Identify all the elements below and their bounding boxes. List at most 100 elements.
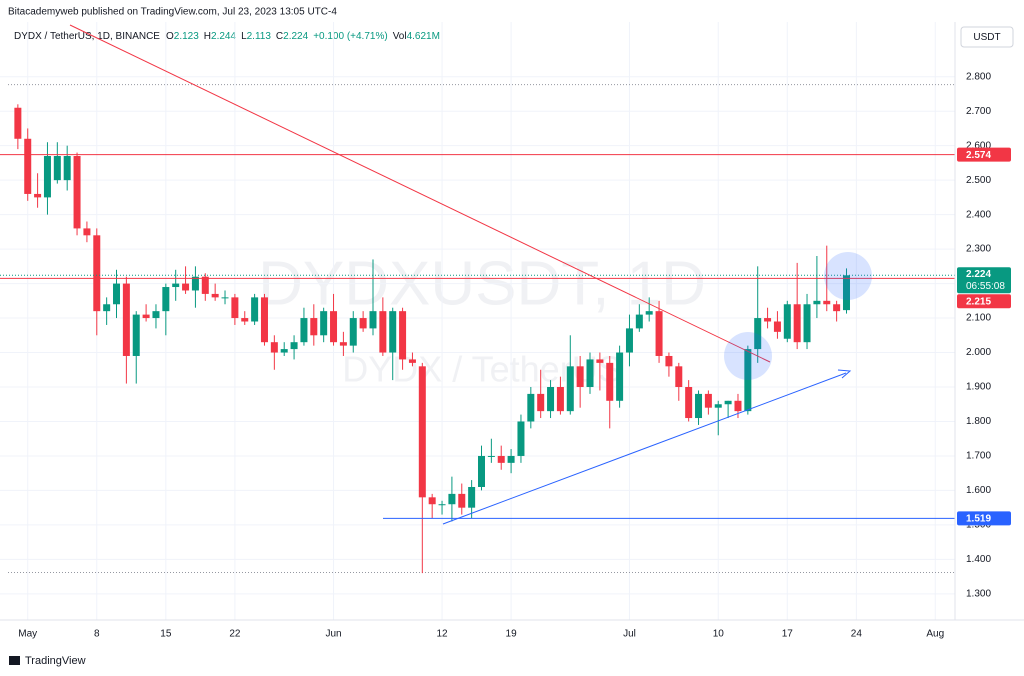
y-tick-label: 1.300	[966, 589, 991, 600]
change: +0.100 (+4.71%)	[313, 31, 388, 42]
candle-body	[231, 297, 239, 319]
candle-body	[418, 366, 426, 498]
candle-body	[468, 486, 476, 508]
y-tick-label: 2.600	[966, 140, 991, 151]
candle-body	[83, 228, 91, 236]
candle-body	[714, 404, 722, 408]
ohlc-value: 2.244	[211, 31, 236, 42]
price-tag-label: 1.519	[966, 514, 991, 525]
candle-body	[122, 283, 130, 356]
candle-body	[290, 342, 298, 350]
trend-line	[69, 24, 771, 363]
logo-icon	[9, 656, 20, 665]
candle-body	[300, 318, 308, 343]
x-tick-label: Jun	[325, 629, 341, 640]
candle-body	[280, 349, 288, 353]
y-tick-label: 2.000	[966, 347, 991, 358]
candle-body	[517, 421, 525, 456]
x-tick-label: 12	[436, 629, 448, 640]
y-tick-label: 2.400	[966, 209, 991, 220]
x-tick-label: 19	[506, 629, 518, 640]
candle-body	[191, 276, 199, 291]
candle-body	[704, 393, 712, 408]
currency-button[interactable]	[960, 26, 1014, 48]
candle-body	[260, 297, 268, 343]
ohlc-label: C	[276, 31, 283, 42]
candle-body	[665, 355, 673, 367]
ohlc-value: 2.224	[283, 31, 308, 42]
candle-body	[359, 318, 367, 329]
ohlc-label: H	[204, 31, 211, 42]
publisher: Bitacademyweb published on TradingView.c…	[8, 7, 337, 18]
highlight-circle	[724, 332, 772, 380]
candle-body	[507, 455, 515, 463]
ohlc-value: 2.113	[247, 31, 272, 42]
footer-text: TradingView	[25, 655, 86, 667]
candle-body	[408, 359, 416, 363]
candle-body	[764, 318, 772, 322]
candle-body	[478, 455, 485, 487]
candle-body	[695, 393, 703, 419]
candle-body	[162, 287, 170, 312]
price-tag-label: 2.215	[966, 296, 991, 307]
candle-body	[152, 311, 160, 319]
x-tick-label: Jul	[623, 629, 636, 640]
candle-body	[438, 504, 446, 506]
currency[interactable]: USDT	[973, 32, 1000, 43]
candle-body	[369, 311, 377, 329]
candle-body	[566, 366, 574, 412]
candle-body	[783, 304, 791, 339]
countdown: 06:55:08	[966, 281, 1005, 292]
candle-body	[182, 283, 190, 291]
y-tick-label: 2.500	[966, 175, 991, 186]
candle-body	[497, 455, 505, 463]
candle-body	[320, 311, 328, 336]
candle-body	[823, 300, 831, 305]
price-tag	[957, 294, 1011, 309]
y-tick-label: 2.700	[966, 106, 991, 117]
volume-label: Vol	[393, 31, 407, 42]
candle-body	[527, 393, 535, 422]
y-tick-label: 2.100	[966, 313, 991, 324]
candle-body	[655, 311, 663, 356]
candle-body	[211, 293, 219, 298]
y-tick-label: 2.300	[966, 244, 991, 255]
candle-body	[24, 138, 32, 194]
candle-body	[73, 156, 81, 229]
candle-body	[635, 314, 643, 329]
footer-logo: TradingView	[9, 655, 86, 667]
candle-body	[625, 328, 633, 353]
candle-body	[201, 276, 209, 294]
ohlc-label: L	[241, 31, 247, 42]
y-tick-label: 1.900	[966, 382, 991, 393]
y-tick-label: 1.700	[966, 451, 991, 462]
candle-body	[537, 393, 545, 412]
candle-body	[34, 193, 42, 198]
x-tick-label: Aug	[926, 629, 944, 640]
candle-body	[330, 311, 338, 343]
candle-body	[724, 400, 732, 405]
volume: 4.621M	[407, 31, 440, 42]
x-tick-label: 17	[782, 629, 794, 640]
trend-arrow	[442, 372, 847, 525]
candle-body	[576, 366, 584, 388]
candle-body	[813, 300, 821, 305]
watermark-name: DYDX / TetherUS	[342, 349, 621, 390]
last-price-tag	[957, 267, 1011, 294]
price-tag-label: 2.574	[966, 150, 991, 161]
candle-body	[842, 275, 850, 311]
y-tick-label: 1.800	[966, 416, 991, 427]
ohlc-label: O	[166, 31, 174, 42]
y-tick-label: 1.400	[966, 554, 991, 565]
symbol-info: DYDX / TetherUS, 1D, BINANCE O2.123 H2.244…	[14, 31, 440, 42]
candle-body	[172, 283, 180, 288]
candle-body	[556, 387, 564, 412]
candle-body	[596, 359, 604, 363]
candle-body	[63, 156, 71, 181]
y-tick-label: 1.600	[966, 485, 991, 496]
candle-body	[547, 387, 555, 412]
candle-body	[675, 366, 683, 388]
candle-body	[734, 400, 742, 412]
